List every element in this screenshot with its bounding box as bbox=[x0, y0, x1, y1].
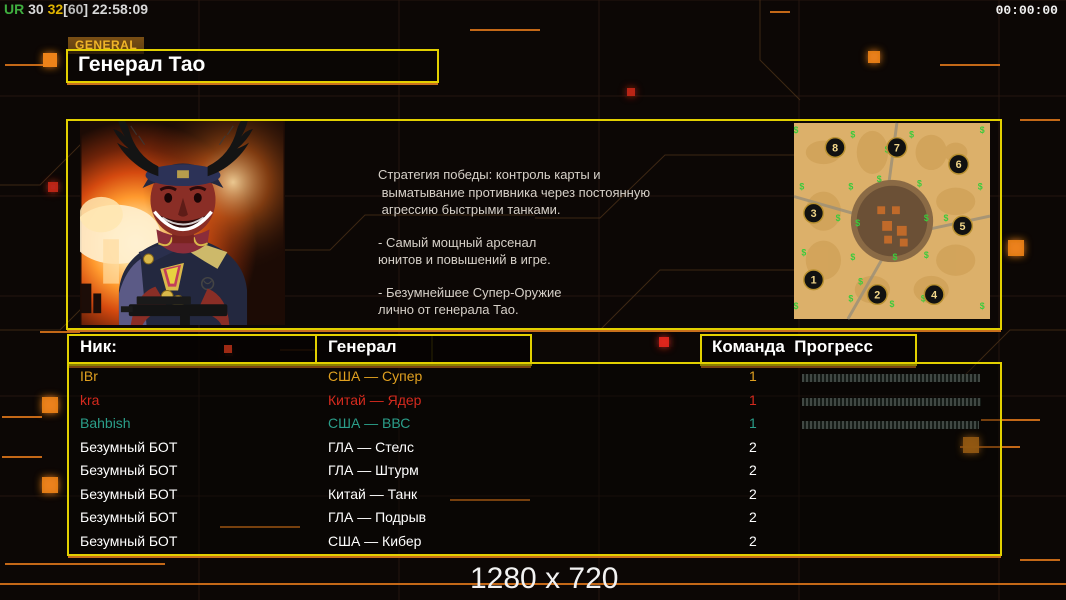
svg-text:$: $ bbox=[917, 179, 922, 189]
svg-text:$: $ bbox=[892, 252, 897, 262]
svg-text:$: $ bbox=[909, 130, 914, 140]
svg-text:$: $ bbox=[978, 182, 983, 192]
svg-text:$: $ bbox=[799, 182, 804, 192]
svg-text:3: 3 bbox=[811, 208, 817, 220]
svg-text:$: $ bbox=[794, 125, 799, 135]
svg-text:$: $ bbox=[850, 252, 855, 262]
svg-text:$: $ bbox=[858, 277, 863, 287]
svg-text:$: $ bbox=[850, 130, 855, 140]
svg-text:$: $ bbox=[980, 125, 985, 135]
svg-text:$: $ bbox=[924, 213, 929, 223]
svg-text:$: $ bbox=[848, 293, 853, 303]
svg-text:2: 2 bbox=[874, 289, 880, 301]
svg-text:$: $ bbox=[924, 250, 929, 260]
svg-text:4: 4 bbox=[931, 289, 937, 301]
svg-text:$: $ bbox=[855, 218, 860, 228]
svg-text:$: $ bbox=[980, 301, 985, 311]
svg-text:1: 1 bbox=[811, 275, 817, 287]
svg-text:$: $ bbox=[877, 174, 882, 184]
svg-text:$: $ bbox=[794, 301, 799, 311]
svg-text:$: $ bbox=[848, 182, 853, 192]
svg-text:$: $ bbox=[801, 247, 806, 257]
svg-text:7: 7 bbox=[894, 142, 900, 154]
svg-text:8: 8 bbox=[832, 142, 838, 154]
svg-text:$: $ bbox=[836, 213, 841, 223]
svg-text:$: $ bbox=[890, 299, 895, 309]
svg-text:6: 6 bbox=[956, 159, 962, 171]
svg-text:5: 5 bbox=[960, 221, 966, 233]
svg-text:$: $ bbox=[943, 213, 948, 223]
